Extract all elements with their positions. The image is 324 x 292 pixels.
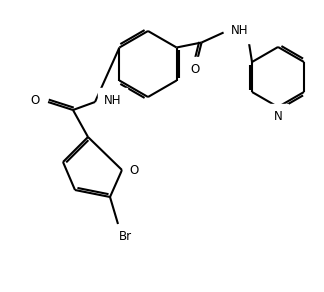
Text: Br: Br	[119, 230, 132, 244]
Text: N: N	[274, 110, 283, 123]
Text: O: O	[31, 93, 40, 107]
Text: O: O	[129, 164, 138, 176]
Text: NH: NH	[104, 93, 122, 107]
Text: NH: NH	[231, 24, 248, 37]
Text: O: O	[190, 63, 199, 76]
